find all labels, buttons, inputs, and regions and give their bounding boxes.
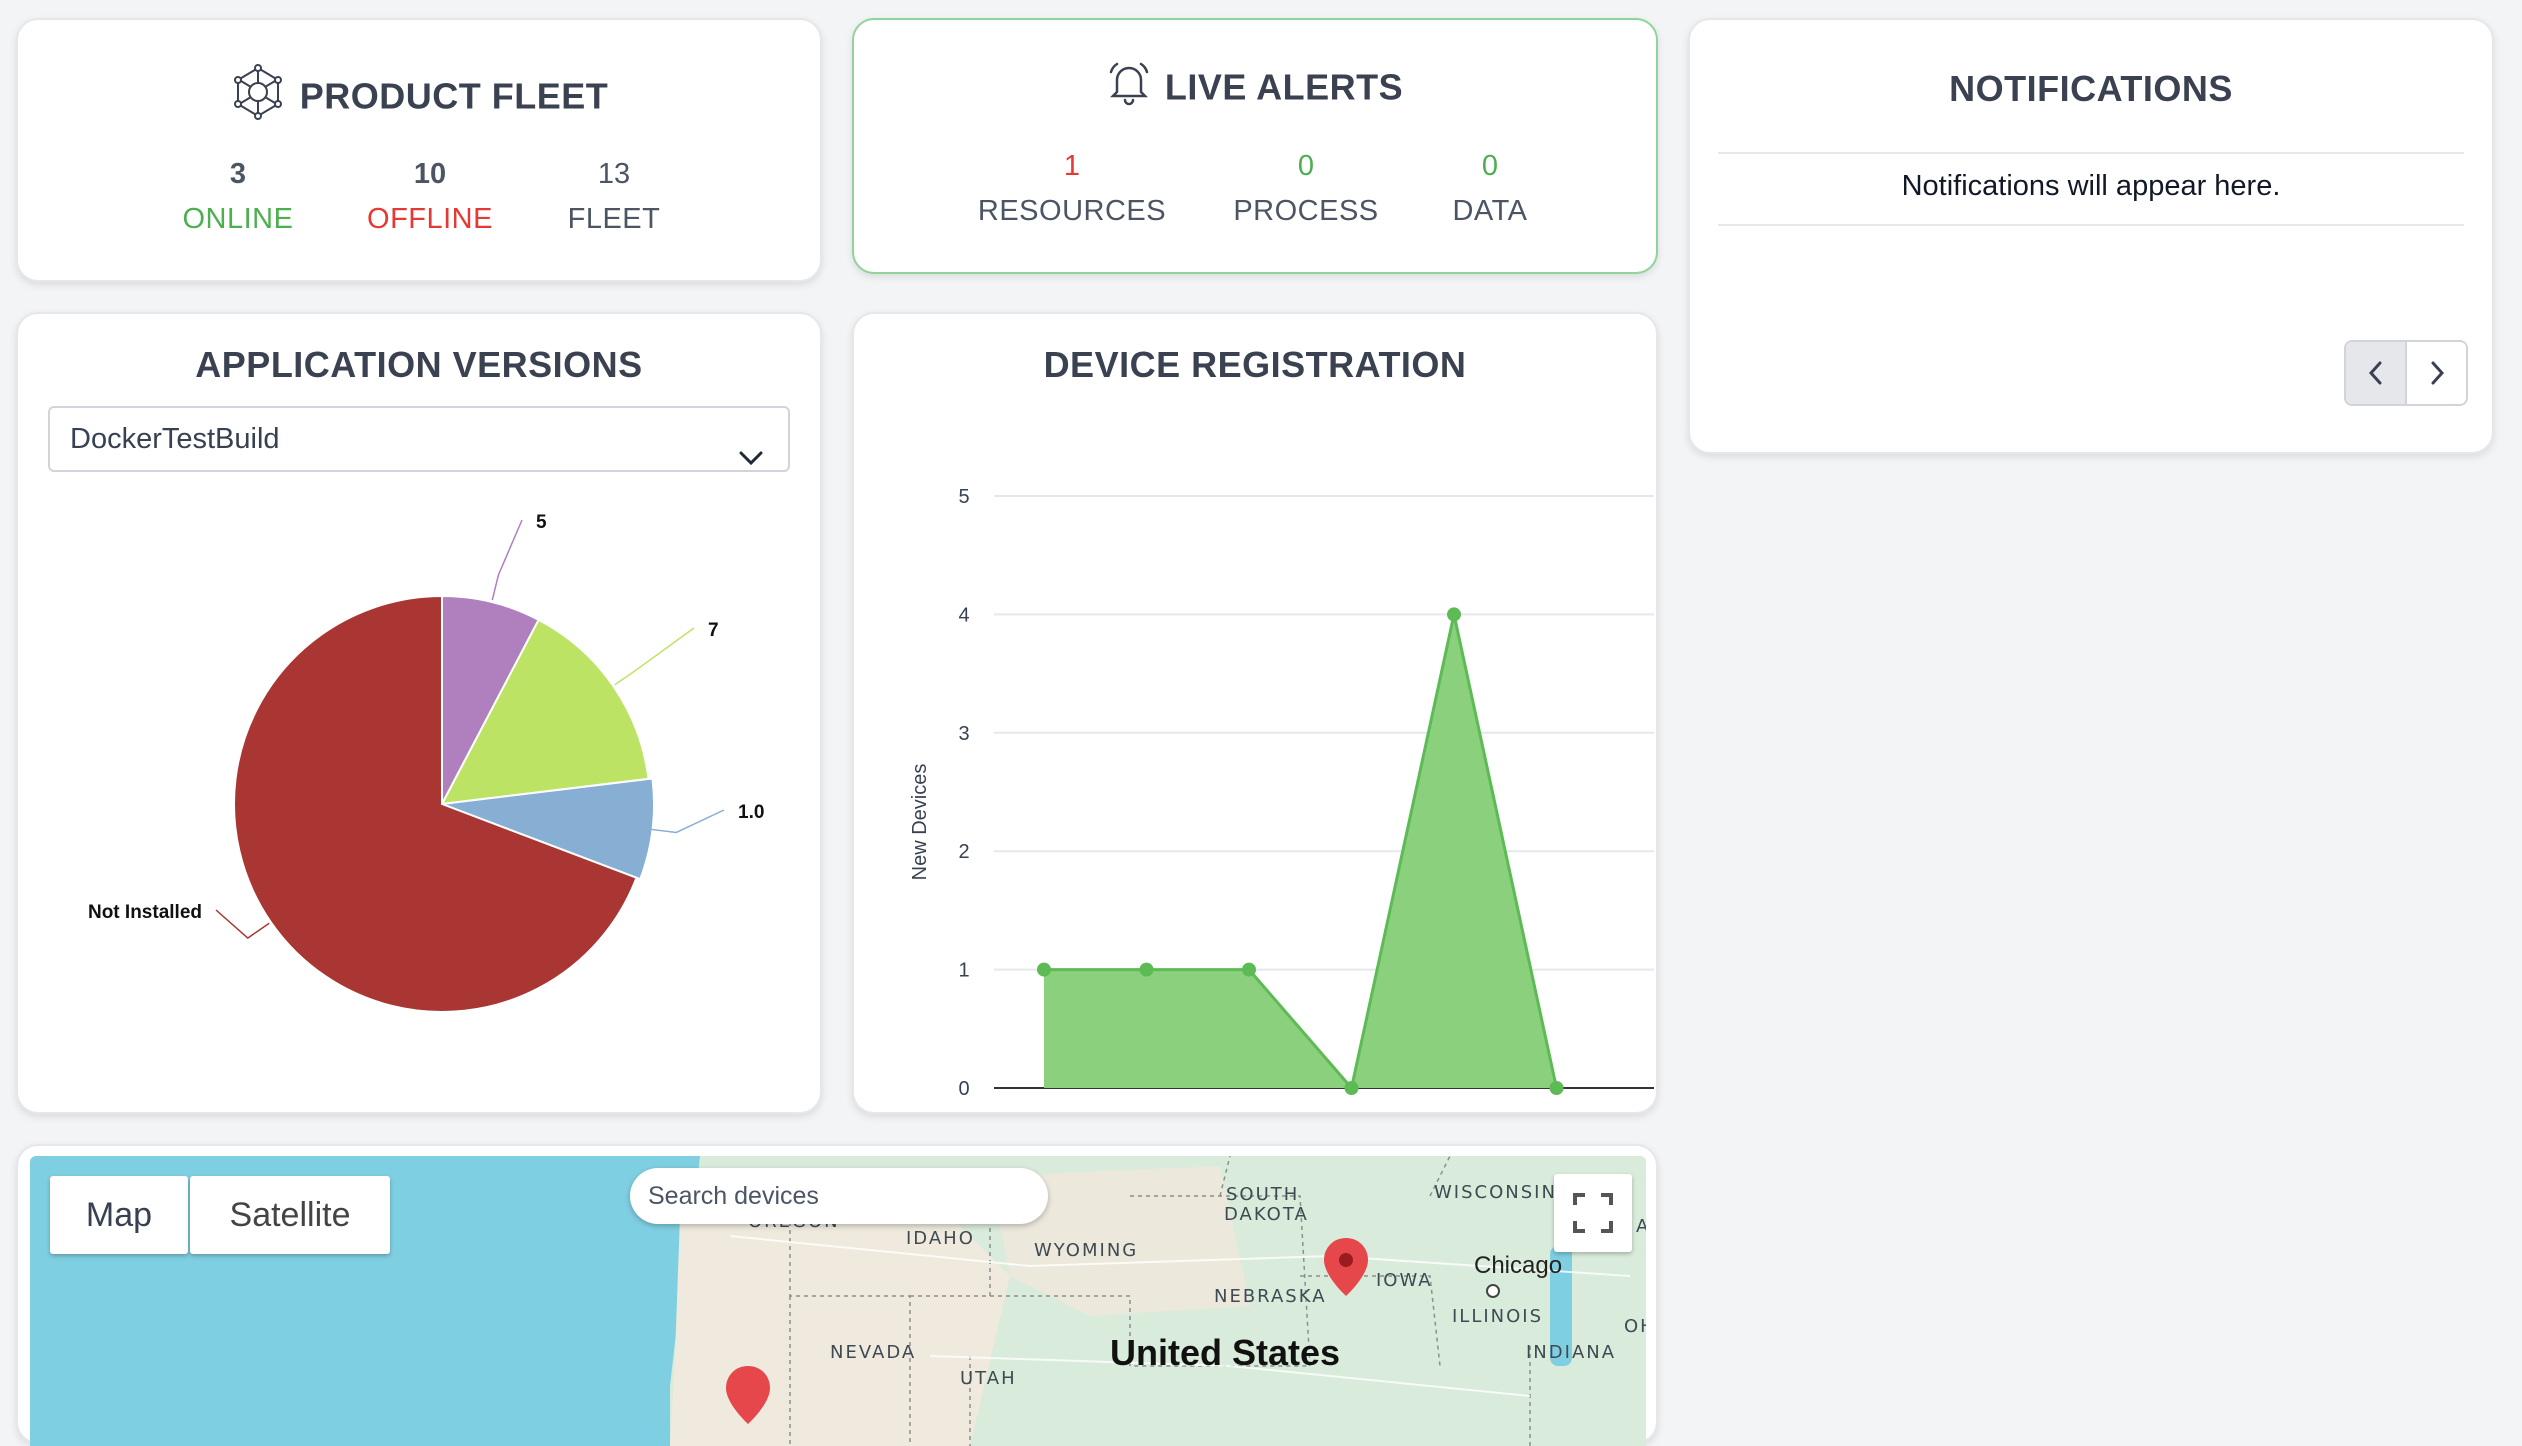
map-label-chicago: Chicago [1474, 1252, 1563, 1279]
device-location-pin-icon[interactable] [1322, 1236, 1370, 1303]
map-label-michigan: AN [1636, 1216, 1646, 1237]
pie-leader-line [650, 809, 725, 834]
notifications-divider-bottom [1718, 224, 2464, 226]
pie-leader-line [614, 627, 695, 686]
pie-slice[interactable] [233, 594, 638, 1013]
application-select[interactable]: DockerTestBuild [48, 406, 790, 472]
search-devices-input[interactable]: Search devices [630, 1168, 1048, 1224]
resources-alert-stat[interactable]: 1 RESOURCES [972, 150, 1172, 228]
process-alert-label: PROCESS [1233, 195, 1379, 227]
offline-label: OFFLINE [367, 203, 493, 235]
offline-stat[interactable]: 10 OFFLINE [330, 158, 530, 236]
chevron-right-icon [2431, 361, 2444, 385]
data-point[interactable] [1037, 962, 1051, 977]
prev-page-button[interactable] [2346, 342, 2407, 404]
map-label-indiana: INDIANA [1526, 1342, 1617, 1363]
fleet-network-icon [230, 64, 286, 129]
data-point[interactable] [1139, 962, 1154, 977]
application-versions-card: APPLICATION VERSIONS DockerTestBuild 5 7 1… [16, 312, 822, 1114]
data-point[interactable] [1549, 1081, 1564, 1095]
application-select-value: DockerTestBuild [70, 423, 280, 455]
chevron-left-icon [2368, 361, 2381, 385]
notifications-empty-text: Notifications will appear here. [1901, 170, 2281, 202]
live-alerts-title: LIVE ALERTS [1164, 66, 1404, 108]
resources-alert-label: RESOURCES [977, 195, 1167, 227]
y-tick-label: 1 [958, 960, 969, 982]
application-versions-title: APPLICATION VERSIONS [195, 344, 643, 385]
fleet-count: 13 [597, 158, 631, 190]
pie-slice-label: 5 [536, 512, 547, 533]
product-fleet-title: PRODUCT FLEET [299, 75, 609, 117]
fullscreen-button[interactable] [1554, 1174, 1632, 1252]
application-versions-pie-chart: 5 7 1.0 Not Installed [88, 512, 764, 1013]
fullscreen-icon [1573, 1193, 1613, 1233]
notifications-divider-top [1718, 152, 2464, 154]
data-point[interactable] [1242, 962, 1256, 977]
map-label-wyoming: WYOMING [1034, 1240, 1139, 1261]
next-page-button[interactable] [2407, 342, 2466, 404]
map-label-utah: UTAH [960, 1368, 1017, 1389]
process-alert-stat[interactable]: 0 PROCESS [1206, 150, 1406, 228]
pie-slice-label: 7 [708, 620, 719, 641]
pie-slice[interactable] [441, 594, 541, 805]
y-tick-label: 2 [958, 841, 969, 863]
y-tick-label: 0 [958, 1078, 969, 1100]
live-alerts-card: LIVE ALERTS 1 RESOURCES 0 PROCESS 0 DATA [852, 18, 1658, 274]
resources-alert-count: 1 [1063, 150, 1081, 182]
map-view-button[interactable]: Map [50, 1176, 188, 1254]
process-alert-count: 0 [1297, 150, 1315, 182]
bell-icon [1107, 60, 1151, 115]
registration-line [1044, 614, 1558, 1092]
product-fleet-card: PRODUCT FLEET 3 ONLINE 10 OFFLINE 13 FLE… [16, 18, 822, 282]
notifications-pager [2344, 340, 2468, 406]
y-tick-label: 3 [958, 723, 969, 745]
satellite-view-button[interactable]: Satellite [190, 1176, 390, 1254]
pie-slice-label: Not Installed [88, 902, 202, 923]
pie-leader-line [215, 909, 270, 940]
map-label-nevada: NEVADA [830, 1342, 917, 1363]
pie-slice[interactable] [440, 618, 650, 806]
map-label-ohio: OH [1624, 1316, 1646, 1337]
online-count: 3 [229, 158, 247, 190]
y-tick-label: 4 [958, 604, 969, 626]
device-location-pin-icon-2[interactable] [724, 1364, 772, 1431]
data-alert-count: 0 [1481, 150, 1499, 182]
fleet-label: FLEET [567, 203, 661, 235]
notifications-title: NOTIFICATIONS [1949, 68, 2233, 109]
product-fleet-header: PRODUCT FLEET [18, 64, 820, 129]
chevron-down-icon [738, 428, 764, 490]
online-label: ONLINE [182, 203, 294, 235]
online-stat[interactable]: 3 ONLINE [138, 158, 338, 236]
map-label-south-dakota-2: DAKOTA [1224, 1204, 1309, 1225]
pie-slice-label: 1.0 [738, 802, 764, 823]
device-map-card: OREGON IDAHO WYOMING SOUTH DAKOTA NEBRAS… [16, 1144, 1658, 1446]
map-label-south-dakota-1: SOUTH [1226, 1184, 1300, 1205]
data-point[interactable] [1344, 1081, 1359, 1095]
map-label-iowa: IOWA [1376, 1270, 1433, 1291]
fleet-stat[interactable]: 13 FLEET [514, 158, 714, 236]
offline-count: 10 [413, 158, 447, 190]
map-label-country: United States [1110, 1332, 1341, 1373]
notifications-card: NOTIFICATIONS Notifications will appear … [1688, 18, 2494, 454]
pie-leader-line [491, 519, 523, 601]
device-map[interactable]: OREGON IDAHO WYOMING SOUTH DAKOTA NEBRAS… [30, 1156, 1646, 1446]
chicago-dot-icon [1486, 1284, 1500, 1298]
live-alerts-header: LIVE ALERTS [854, 60, 1656, 115]
map-label-nebraska: NEBRASKA [1214, 1286, 1327, 1307]
y-tick-label: 5 [958, 486, 969, 508]
data-alert-label: DATA [1452, 195, 1528, 227]
device-registration-title: DEVICE REGISTRATION [1043, 344, 1467, 385]
map-label-idaho: IDAHO [906, 1228, 975, 1249]
data-alert-stat[interactable]: 0 DATA [1390, 150, 1590, 228]
data-point[interactable] [1447, 607, 1461, 622]
y-axis-label: New Devices [909, 764, 931, 881]
map-label-wisconsin: WISCONSIN [1434, 1182, 1557, 1203]
map-label-illinois: ILLINOIS [1452, 1306, 1544, 1327]
